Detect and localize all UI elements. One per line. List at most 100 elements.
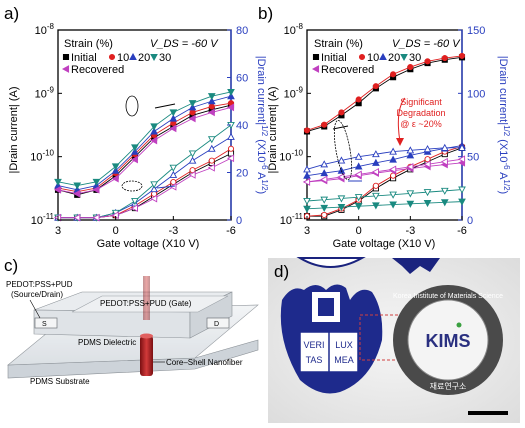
gate-label: PEDOT:PSS+PUD (Gate) (100, 299, 192, 308)
data-point (189, 109, 196, 116)
data-point (372, 182, 379, 189)
data-point (406, 190, 415, 198)
data-point (337, 156, 346, 164)
y2-axis-title: |Drain current|1/2 (X10-6 A1/2) (497, 56, 511, 194)
data-point (320, 160, 329, 168)
series-line-sqrt (307, 147, 463, 217)
data-point (423, 200, 432, 208)
data-point (458, 198, 466, 206)
data-point (389, 155, 397, 163)
degradation-arrowhead (396, 138, 404, 146)
drain-pad (206, 317, 230, 329)
data-point (406, 200, 415, 208)
data-point (207, 108, 215, 117)
panel-label-b: b) (258, 4, 274, 23)
series-line-sqrt (306, 189, 463, 202)
y-tick-label: 10-10 (30, 149, 54, 164)
scale-bar (468, 411, 508, 415)
data-point (372, 83, 379, 90)
data-point (73, 189, 81, 198)
data-point (371, 168, 379, 176)
series-line-sqrt (58, 136, 232, 219)
data-point (303, 171, 311, 179)
data-point (207, 163, 215, 172)
y-tick-label: 10-8 (284, 22, 304, 37)
data-point (424, 58, 431, 65)
nanofiber-cap (140, 333, 153, 339)
panel-label-d: d) (274, 262, 290, 281)
dielectric-label: PDMS Dielectric (78, 338, 136, 347)
data-point (111, 163, 120, 171)
x-tick-label: -6 (457, 225, 467, 237)
vds-annotation: V_DS = -60 V (392, 38, 461, 50)
x-tick-label: 0 (113, 225, 119, 237)
legend-marker (358, 53, 366, 61)
series-line-sqrt (306, 158, 463, 183)
data-point (389, 201, 397, 209)
y-axis-title: |Drain current| (A) (267, 86, 279, 173)
series-layer (53, 88, 235, 222)
data-point (354, 203, 363, 211)
data-point (440, 143, 449, 151)
pdms-dielectric-front (33, 309, 191, 339)
data-point (372, 192, 380, 200)
data-point (372, 150, 380, 158)
y2-axis-title: |Drain current|1/2 (X10-6 A1/2) (255, 56, 269, 194)
legend-label: 10 (117, 52, 129, 64)
data-point (407, 64, 414, 71)
y2-tick-label: 150 (467, 25, 485, 37)
data-point (169, 124, 177, 133)
data-point (424, 156, 431, 163)
data-point (303, 197, 311, 206)
data-point (303, 165, 311, 173)
data-point (73, 182, 82, 190)
data-point (320, 204, 329, 212)
series-line-sqrt (58, 148, 232, 219)
data-point (458, 186, 466, 194)
data-point (441, 55, 448, 62)
panel-label-c: c) (4, 256, 19, 275)
ring-text-top: Korea Institute of Materials Science (393, 293, 503, 300)
y2-tick-label: 20 (236, 168, 248, 180)
series-line-log (306, 201, 463, 210)
data-point (458, 52, 466, 59)
y-tick-label: 10-9 (284, 85, 304, 100)
emblem-key-inner (318, 298, 334, 316)
data-point (207, 144, 216, 152)
legend-marker (129, 52, 137, 61)
top-seal-partial (296, 257, 366, 268)
data-point (372, 202, 380, 210)
data-point (321, 211, 328, 218)
series-line-log (57, 91, 232, 187)
data-point (389, 147, 397, 155)
device-schematic: S D PEDOT:PSS+PUD (Source/Drain) PEDOT:P… (6, 276, 259, 386)
data-point (150, 123, 158, 131)
data-point (423, 189, 432, 197)
drain-label: D (214, 321, 219, 328)
data-point (390, 71, 397, 78)
legend-marker (62, 53, 70, 61)
data-point (390, 172, 397, 179)
data-point (54, 178, 62, 186)
x-tick-label: 3 (55, 225, 61, 237)
data-point (130, 155, 138, 164)
data-point (303, 127, 311, 134)
degradation-callout-3: @ ε ~20% (400, 119, 441, 129)
y2-tick-label: 40 (236, 120, 248, 132)
data-point (207, 97, 216, 105)
series-line-log (306, 162, 463, 183)
legend-title: Strain (%) (64, 38, 113, 50)
data-point (111, 174, 119, 183)
data-point (440, 199, 449, 207)
y2-tick-label: 60 (236, 73, 248, 85)
series-layer (302, 52, 466, 220)
data-point (406, 162, 414, 171)
data-point (53, 185, 62, 194)
data-point (320, 175, 328, 184)
x-tick-label: 3 (304, 225, 310, 237)
data-point (208, 157, 215, 164)
seal-text-tas: TAS (306, 355, 323, 365)
data-point (169, 182, 177, 191)
